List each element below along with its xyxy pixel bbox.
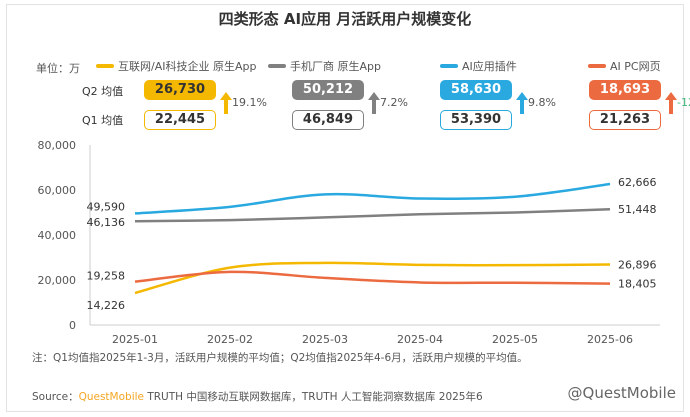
start-value-label: 46,136 (87, 216, 126, 229)
series-line (134, 270, 611, 285)
change-percent: -12.1% (677, 96, 690, 109)
source-text: TRUTH 中国移动互联网数据库，TRUTH 人工智能洞察数据库 2025年6 (144, 391, 483, 403)
source-prefix: Source： (32, 391, 79, 403)
x-tick-label: 2025-03 (302, 333, 348, 346)
legend-label: 手机厂商 原生App (290, 60, 381, 73)
q2-average-badge: 26,730 (144, 80, 216, 100)
up-arrow-icon (665, 92, 677, 100)
start-value-label: 49,590 (87, 200, 126, 213)
up-arrow-icon (220, 92, 232, 100)
y-tick-label: 60,000 (38, 184, 77, 197)
x-tick-label: 2025-06 (587, 333, 633, 346)
start-value-label: 19,258 (87, 270, 126, 283)
source-line: Source：QuestMobile TRUTH 中国移动互联网数据库，TRUT… (32, 389, 483, 404)
legend-label: AI PC网页 (610, 60, 661, 73)
end-value-label: 51,448 (618, 203, 657, 216)
q1-average-badge: 46,849 (292, 110, 364, 130)
legend-swatch (588, 64, 606, 68)
q2-average-badge: 50,212 (292, 80, 364, 100)
q1-average-badge: 21,263 (589, 110, 661, 130)
legend-label: AI应用插件 (462, 60, 517, 73)
series-line (134, 261, 611, 295)
arrow-shaft (520, 100, 524, 114)
start-value-label: 14,226 (87, 299, 126, 312)
y-tick-label: 40,000 (38, 229, 77, 242)
change-percent: 19.1% (232, 96, 267, 109)
legend-swatch (440, 64, 458, 68)
arrow-shaft (372, 100, 376, 114)
y-tick-label: 0 (69, 319, 76, 332)
arrow-shaft (669, 100, 673, 114)
up-arrow-icon (368, 92, 380, 100)
change-percent: 9.8% (528, 96, 556, 109)
q1-row-label: Q1 均值 (82, 114, 124, 127)
up-arrow-icon (516, 92, 528, 100)
q2-row-label: Q2 均值 (82, 85, 124, 98)
q2-average-badge: 58,630 (440, 80, 512, 100)
legend-swatch (268, 64, 286, 68)
legend-label: 互联网/AI科技企业 原生App (118, 60, 257, 73)
end-value-label: 18,405 (618, 278, 657, 291)
series-line (134, 182, 611, 215)
q2-average-badge: 18,693 (589, 80, 661, 100)
end-value-label: 26,896 (618, 258, 657, 271)
footnote: 注：Q1均值指2025年1-3月，活跃用户规模的平均值；Q2均值指2025年4-… (32, 352, 528, 364)
unit-label: 单位：万 (36, 62, 80, 75)
chart-title: 四类形态 AI应用 月活跃用户规模变化 (218, 10, 472, 28)
y-tick-label: 80,000 (38, 139, 77, 152)
arrow-shaft (224, 100, 228, 114)
series-line (134, 207, 611, 223)
q1-average-badge: 22,445 (144, 110, 216, 130)
q1-average-badge: 53,390 (440, 110, 512, 130)
legend-item: 手机厂商 原生App (268, 58, 381, 74)
change-percent: 7.2% (380, 96, 408, 109)
watermark: @QuestMobile (567, 384, 676, 402)
x-tick-label: 2025-02 (207, 333, 253, 346)
end-value-label: 62,666 (618, 176, 657, 189)
legend-item: AI应用插件 (440, 58, 517, 74)
source-brand: QuestMobile (78, 391, 144, 403)
legend-swatch (96, 64, 114, 68)
x-tick-label: 2025-05 (492, 333, 538, 346)
chart-frame (6, 4, 684, 412)
x-tick-label: 2025-01 (112, 333, 158, 346)
x-tick-label: 2025-04 (397, 333, 443, 346)
legend-item: AI PC网页 (588, 58, 661, 74)
legend-item: 互联网/AI科技企业 原生App (96, 58, 256, 74)
y-tick-label: 20,000 (38, 274, 77, 287)
